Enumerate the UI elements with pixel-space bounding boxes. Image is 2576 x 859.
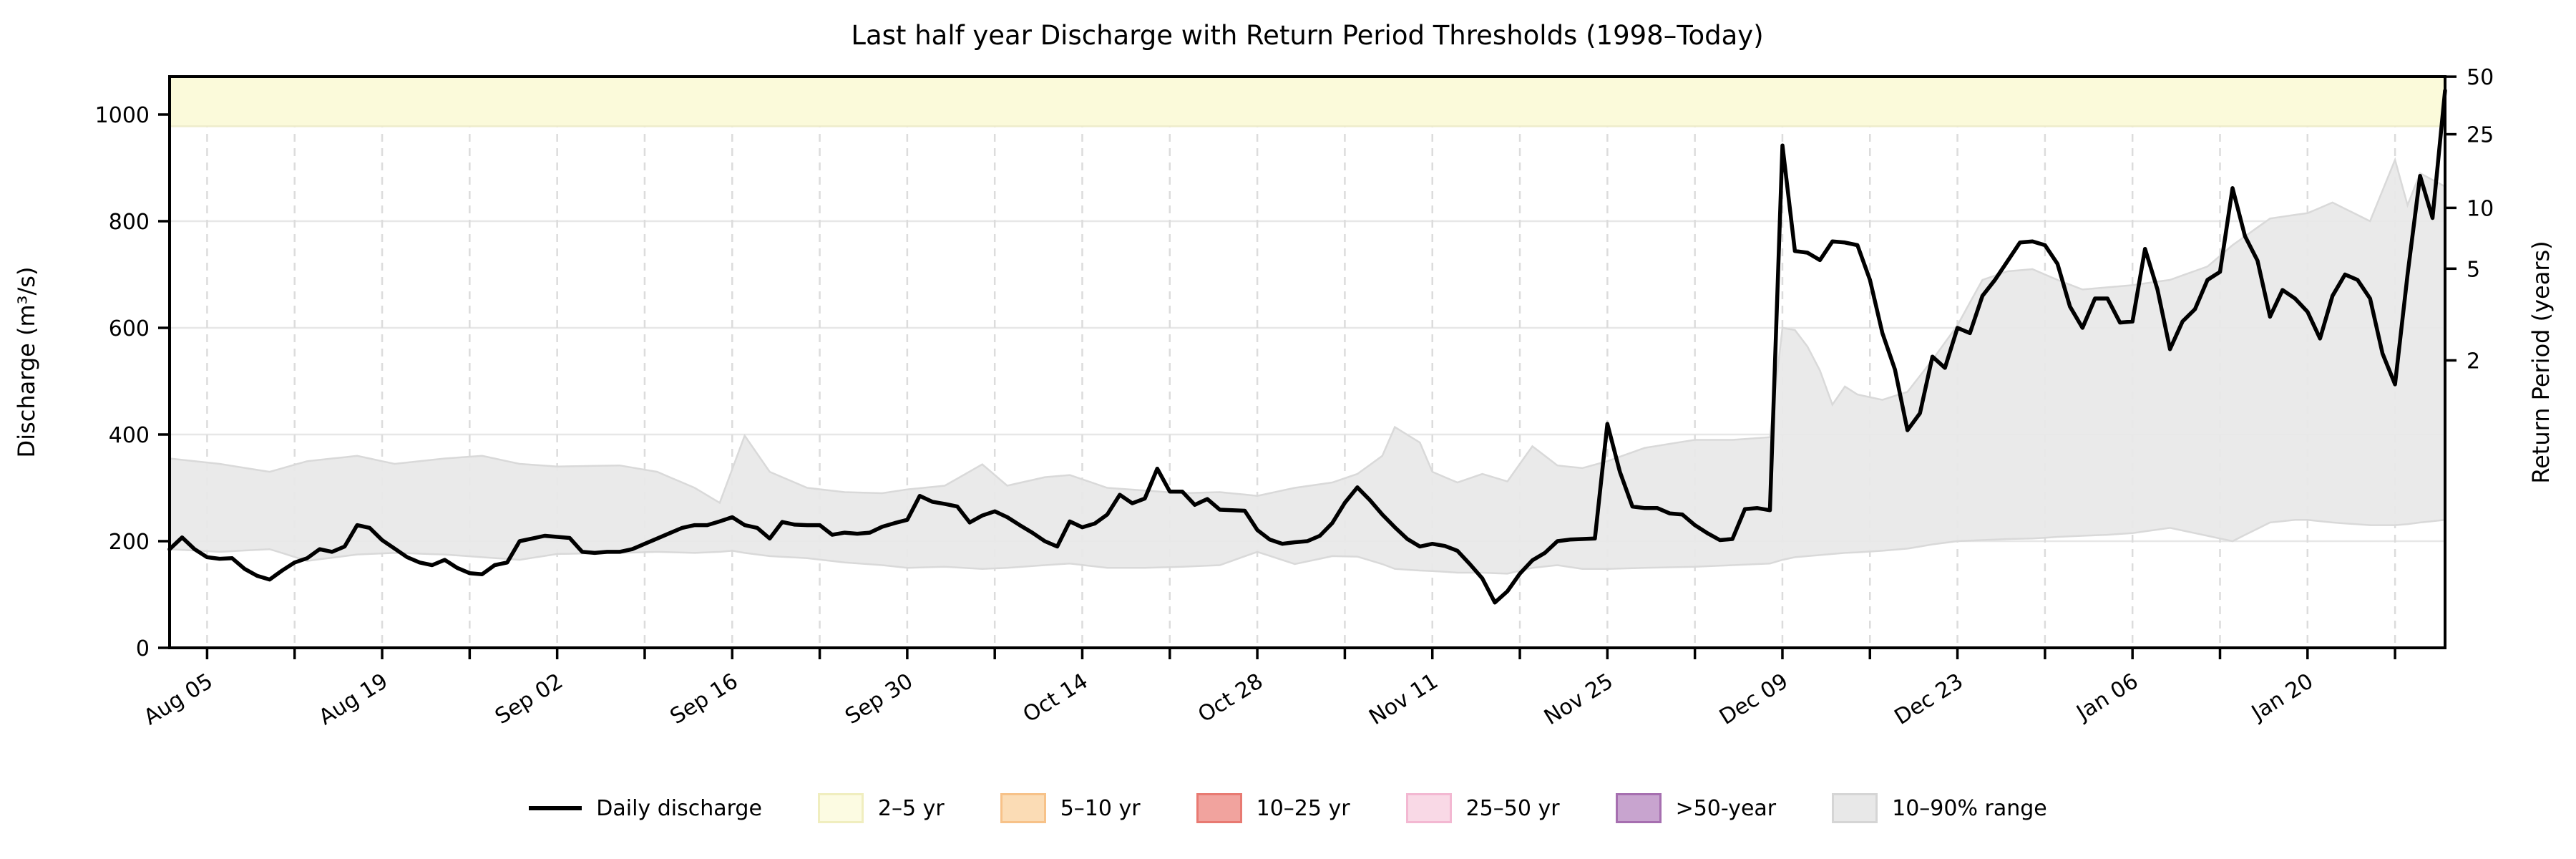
legend-patch-swatch-icon [1196,793,1242,823]
legend-patch-swatch-icon [1405,793,1452,823]
legend-item: 10–90% range [1832,793,2047,823]
y-tick-label: 200 [109,530,150,555]
chart-legend: Daily discharge 2–5 yr 5–10 yr 10–25 yr 25–5… [0,793,2576,823]
axis-ticks [158,75,2457,659]
legend-label: 10–25 yr [1256,795,1350,821]
x-tick-label: Dec 23 [1890,669,1968,730]
y-tick-label: 600 [109,316,150,341]
legend-item: 2–5 yr [817,793,945,823]
legend-label: Daily discharge [596,795,762,821]
legend-item: Daily discharge [529,796,762,821]
x-tick-label: Nov 25 [1540,669,1618,730]
x-tick-label: Jan 20 [2246,669,2318,727]
y-tick-label: 0 [136,636,150,661]
rp-tick-label: 5 [2467,257,2480,282]
y-tick-label: 1000 [95,103,150,128]
legend-patch-swatch-icon [1000,793,1046,823]
legend-item: 5–10 yr [1000,793,1141,823]
legend-item: 10–25 yr [1196,793,1350,823]
legend-item: 25–50 yr [1405,793,1560,823]
y2-axis-label: Return Period (years) [2527,241,2555,483]
rp-tick-label: 25 [2467,123,2494,148]
legend-label: 25–50 yr [1465,795,1560,821]
legend-patch-swatch-icon [1615,793,1662,823]
y-tick-label: 400 [109,423,150,448]
daily-discharge-line [167,88,2447,605]
x-tick-label: Oct 28 [1194,669,1267,727]
x-tick-label: Sep 02 [491,669,567,729]
x-tick-label: Aug 19 [315,669,393,730]
legend-label: 2–5 yr [877,795,945,821]
legend-label: 5–10 yr [1060,795,1141,821]
x-tick-label: Aug 05 [140,669,218,730]
x-tick-label: Sep 16 [666,669,743,729]
legend-line-swatch-icon [529,806,582,810]
legend-item: >50-year [1615,793,1777,823]
rp-tick-label: 2 [2467,349,2480,374]
x-tick-label: Sep 30 [841,669,917,729]
x-tick-label: Oct 14 [1019,669,1093,727]
x-tick-label: Nov 11 [1365,669,1443,730]
x-tick-label: Dec 09 [1715,669,1792,730]
legend-label: >50-year [1675,795,1777,821]
rp-tick-label: 10 [2467,196,2494,221]
legend-label: 10–90% range [1892,795,2047,821]
legend-patch-swatch-icon [1832,793,1878,823]
x-tick-label: Jan 06 [2071,669,2142,727]
rp-tick-label: 50 [2467,65,2494,90]
chart-title: Last half year Discharge with Return Per… [851,20,1763,51]
legend-patch-swatch-icon [817,793,864,823]
axes-frame [168,75,2446,649]
y-tick-label: 800 [109,210,150,235]
y-axis-label: Discharge (m³/s) [13,267,40,458]
threshold-band-2-5yr [170,77,2445,127]
